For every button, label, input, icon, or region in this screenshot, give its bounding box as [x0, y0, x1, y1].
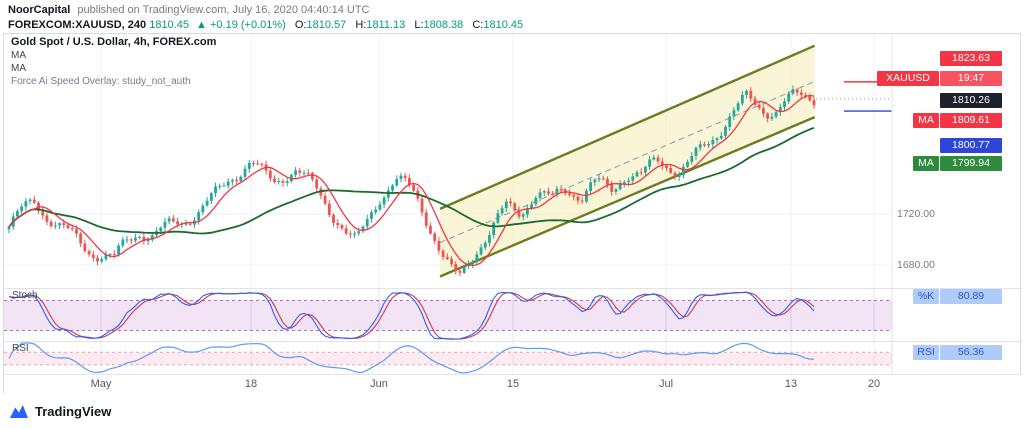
- countdown-row: XAUUSD 19:47: [877, 71, 1002, 86]
- ma-fast-tag: MA: [913, 113, 939, 128]
- last-price-row: 1810.26: [940, 93, 1002, 108]
- symbol-interval[interactable]: FOREXCOM:XAUUSD, 240: [8, 19, 147, 31]
- ma-fast-row: MA 1809.61: [913, 113, 1002, 128]
- published-info: published on TradingView.com, July 16, 2…: [77, 4, 370, 16]
- rsi-value-row: RSI 56.36: [913, 345, 1002, 360]
- open-label: O:: [294, 19, 307, 31]
- alert-low-label: 1800.77: [940, 138, 1002, 153]
- chart-widget: Gold Spot / U.S. Dollar, 4h, FOREX.com M…: [3, 33, 1022, 393]
- low-label: L:: [414, 19, 424, 31]
- legend-overlay: Force Ai Speed Overlay: study_not_auth: [11, 76, 191, 87]
- snapshot-footer: TradingView: [0, 394, 1024, 429]
- ma-slow-row: MA 1799.94: [913, 156, 1002, 171]
- time-axis[interactable]: May 18 Jun 15 Jul 13 20: [4, 374, 1022, 393]
- legend-ma-slow: MA: [11, 63, 26, 74]
- countdown-symbol-label: XAUUSD: [877, 71, 939, 86]
- low-value: 1808.38: [423, 19, 464, 31]
- tradingview-brand[interactable]: TradingView: [35, 404, 112, 419]
- alert-low-row: 1800.77: [940, 138, 1002, 153]
- publisher-name[interactable]: NoorCapital: [8, 4, 71, 16]
- y-axis-tick-1720[interactable]: 1720.00: [897, 208, 935, 220]
- time-tick-15: 15: [506, 378, 520, 390]
- close-value: 1810.45: [483, 19, 524, 31]
- snapshot-header: NoorCapital published on TradingView.com…: [0, 0, 1024, 33]
- stoch-panel-canvas[interactable]: [4, 288, 1022, 341]
- high-label: H:: [355, 19, 367, 31]
- chart-legend: Gold Spot / U.S. Dollar, 4h, FOREX.com M…: [11, 36, 216, 88]
- tradingview-logo-icon[interactable]: [9, 403, 29, 420]
- countdown-timer-label: 19:47: [940, 71, 1002, 86]
- ma-fast-value: 1809.61: [940, 113, 1002, 128]
- ohlc-readout: O:1810.57 H:1811.13 L:1808.38 C:1810.45: [289, 19, 523, 31]
- last-price-label: 1810.26: [940, 93, 1002, 108]
- symbol-line: FOREXCOM:XAUUSD, 240 1810.45 ▲ +0.19 (+0…: [8, 18, 1016, 32]
- header-price-change: ▲ +0.19 (+0.01%): [196, 19, 286, 31]
- time-tick-20: 20: [867, 378, 881, 390]
- time-tick-jun: Jun: [370, 378, 388, 390]
- rsi-tag: RSI: [913, 345, 939, 360]
- close-label: C:: [472, 19, 484, 31]
- ma-slow-value: 1799.94: [940, 156, 1002, 171]
- rsi-value: 56.36: [940, 345, 1002, 360]
- time-tick-jul: Jul: [658, 378, 674, 390]
- header-last-price: 1810.45: [149, 19, 189, 31]
- published-line: NoorCapital published on TradingView.com…: [8, 3, 1016, 17]
- legend-ma-fast: MA: [11, 50, 26, 61]
- alert-high-label: 1823.63: [940, 51, 1002, 66]
- time-tick-13: 13: [784, 378, 798, 390]
- high-value: 1811.13: [366, 19, 406, 31]
- rsi-panel-title: RSI: [12, 343, 29, 354]
- ma-slow-tag: MA: [913, 156, 939, 171]
- stoch-panel-title: Stoch: [12, 290, 38, 301]
- time-tick-may: May: [90, 378, 112, 390]
- stoch-value-row: %K 80.89: [913, 289, 1002, 304]
- rsi-panel-canvas[interactable]: [4, 341, 1022, 374]
- legend-title: Gold Spot / U.S. Dollar, 4h, FOREX.com: [11, 36, 217, 48]
- alert-high-row: 1823.63: [940, 51, 1002, 66]
- stoch-k-tag: %K: [913, 289, 939, 304]
- y-axis-tick-1680[interactable]: 1680.00: [897, 259, 935, 271]
- price-chart-canvas[interactable]: [4, 34, 1022, 288]
- open-value: 1810.57: [306, 19, 347, 31]
- stoch-k-value: 80.89: [940, 289, 1002, 304]
- time-tick-18: 18: [244, 378, 258, 390]
